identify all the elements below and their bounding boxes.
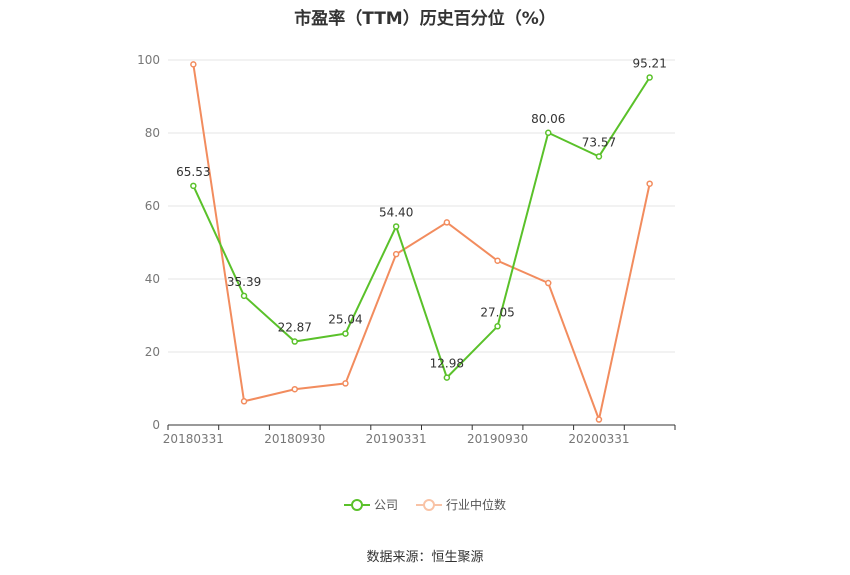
data-point-1: [595, 416, 603, 423]
legend: 公司 行业中位数: [0, 496, 850, 513]
data-point-0: [392, 223, 400, 230]
data-point-0: [240, 292, 248, 300]
series-lines: [190, 61, 653, 424]
data-point-0: [494, 323, 501, 330]
series-line-1: [192, 64, 651, 424]
y-tick-label: 20: [145, 345, 160, 359]
data-point-1: [392, 250, 400, 258]
data-label: 25.04: [328, 313, 362, 327]
axes: 0 20 40 60 80 100 20180331 20180930 20190331 2019…: [137, 53, 676, 446]
y-tick-label: 40: [145, 272, 160, 286]
data-point-1: [646, 180, 653, 187]
data-point-1: [190, 61, 197, 68]
x-tick-label: 20190930: [467, 432, 528, 446]
data-label: 27.05: [480, 305, 514, 319]
data-point-1: [291, 385, 298, 393]
legend-swatch-industry-median: [416, 498, 442, 512]
data-labels: 65.53 35.39 22.87 25.04 54.40 12.98 27.05 80.06…: [176, 56, 667, 370]
data-label: 95.21: [632, 56, 666, 70]
data-point-0: [595, 153, 603, 160]
legend-label-company: 公司: [373, 498, 398, 512]
x-tick-label: 20180930: [264, 432, 325, 446]
x-tick-label: 20200331: [568, 432, 629, 446]
data-point-0: [545, 129, 552, 137]
legend-swatch-company: [343, 498, 370, 512]
legend-label-industry-median: 行业中位数: [446, 498, 507, 512]
data-point-0: [342, 330, 349, 337]
data-point-0: [190, 182, 197, 190]
grid-lines: [168, 59, 675, 353]
data-point-0: [291, 338, 298, 345]
data-point-1: [443, 219, 451, 226]
data-label: 73.57: [582, 135, 616, 149]
data-point-1: [240, 398, 248, 405]
data-point-1: [494, 257, 501, 264]
y-tick-label: 80: [145, 126, 160, 140]
data-label: 12.98: [430, 357, 464, 371]
y-tick-label: 0: [152, 418, 160, 432]
chart-title: 市盈率（TTM）历史百分位（%）: [294, 9, 556, 29]
x-tick-label: 20180331: [163, 432, 224, 446]
series-line-0: [192, 76, 651, 380]
data-point-0: [646, 74, 653, 81]
legend-item-company[interactable]: 公司: [343, 496, 398, 513]
x-tick-label: 20190331: [366, 432, 427, 446]
y-tick-label: 100: [137, 53, 160, 67]
data-label: 65.53: [176, 165, 210, 179]
data-label: 54.40: [379, 205, 413, 219]
data-label: 22.87: [278, 321, 312, 335]
data-point-1: [545, 279, 552, 287]
data-source: 数据来源：恒生聚源: [366, 550, 484, 565]
data-point-0: [443, 374, 451, 381]
data-label: 80.06: [531, 112, 565, 126]
legend-item-industry-median[interactable]: 行业中位数: [416, 496, 506, 513]
y-tick-label: 60: [145, 199, 160, 213]
data-label: 35.39: [227, 275, 261, 289]
data-point-1: [342, 380, 349, 387]
